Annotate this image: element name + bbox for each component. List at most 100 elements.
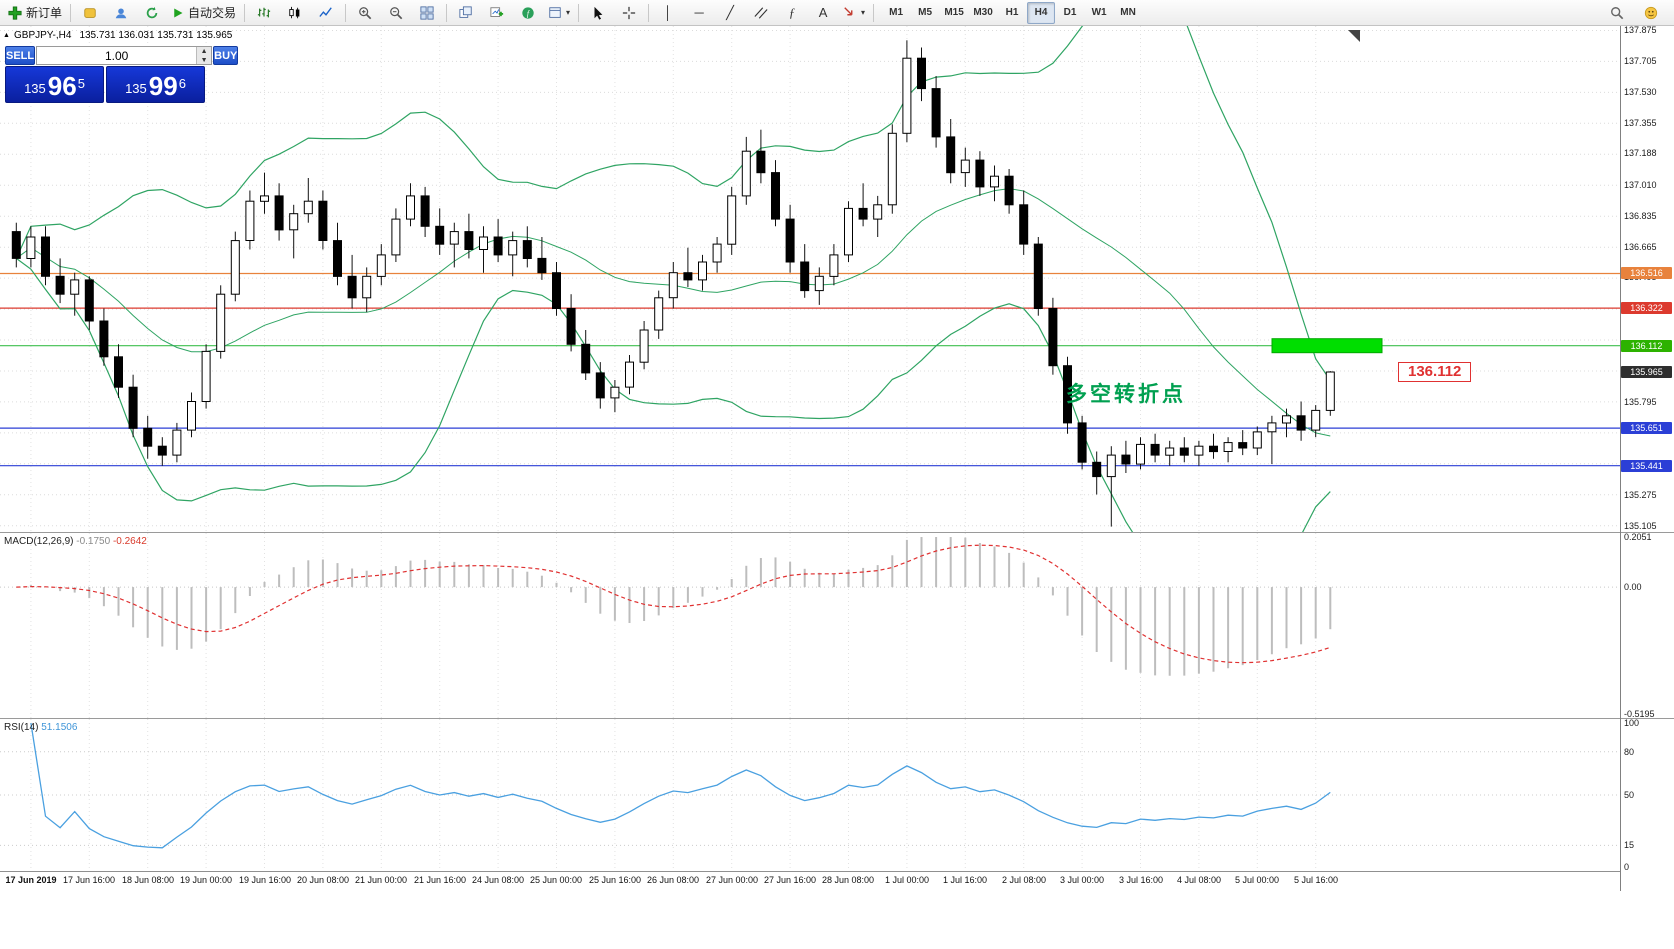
time-label: 3 Jul 16:00 <box>1118 875 1164 885</box>
zoom-out-button[interactable] <box>381 1 411 25</box>
separator <box>70 3 72 22</box>
timeframe-button-m15[interactable]: M15 <box>944 6 964 18</box>
bar-chart-button[interactable] <box>249 1 279 25</box>
timeframe-button-w1[interactable]: W1 <box>1091 6 1107 18</box>
cascade-windows-button[interactable] <box>451 1 481 25</box>
templates-button[interactable]: ▾ <box>544 1 574 25</box>
vertical-line-tool-button[interactable]: │ <box>653 1 683 25</box>
volume-input[interactable] <box>37 47 197 64</box>
timeframe-button-mn[interactable]: MN <box>1120 6 1136 18</box>
buy-button[interactable]: BUY <box>213 46 239 65</box>
candlestick-chart[interactable] <box>0 26 1620 532</box>
stepper-up-icon[interactable]: ▲ <box>200 47 208 55</box>
separator <box>345 3 347 22</box>
price-tag[interactable]: 136.516 <box>1621 267 1672 279</box>
timeframe-button-m5[interactable]: M5 <box>918 6 933 18</box>
candle <box>1063 356 1072 434</box>
indicators-button[interactable]: f <box>513 1 543 25</box>
cursor-tool-button[interactable] <box>583 1 613 25</box>
horizontal-line-icon: ─ <box>694 5 704 20</box>
candle <box>143 415 153 459</box>
text-tool-button[interactable]: A <box>808 1 838 25</box>
highlight-zone[interactable] <box>1271 338 1383 354</box>
candle <box>1223 437 1233 463</box>
candle <box>406 183 415 227</box>
candle <box>508 231 518 277</box>
sell-button[interactable]: SELL <box>5 46 36 65</box>
price-tag[interactable]: 135.651 <box>1621 422 1672 434</box>
candle <box>975 151 985 196</box>
candle <box>464 213 474 259</box>
time-label: 4 Jul 08:00 <box>1176 875 1222 885</box>
price-axis-label: 135.105 <box>1624 521 1657 531</box>
panel-separator[interactable] <box>0 718 1674 719</box>
candle <box>1004 169 1014 214</box>
new-chart-button[interactable] <box>482 1 512 25</box>
candle <box>99 308 109 366</box>
price-tag[interactable]: 136.112 <box>1621 340 1672 352</box>
feedback-button[interactable] <box>1636 1 1666 25</box>
candle <box>917 47 926 102</box>
time-label: 24 Jun 08:00 <box>471 875 525 885</box>
timeframe-button-m30[interactable]: M30 <box>973 6 993 18</box>
buy-price-tile[interactable]: 135 99 6 <box>106 66 205 103</box>
trade-panel-collapse-icon[interactable]: ▲ <box>3 32 10 39</box>
price-callout-label[interactable]: 136.112 <box>1398 362 1472 382</box>
channel-tool-button[interactable] <box>746 1 776 25</box>
candlestick-chart-button[interactable] <box>280 1 310 25</box>
candle <box>844 201 853 262</box>
arrows-tool-button[interactable]: ▾ <box>839 1 869 25</box>
line-chart-button[interactable] <box>311 1 341 25</box>
search-button[interactable] <box>1602 1 1632 25</box>
arrow-icon <box>843 6 857 20</box>
volume-steppers[interactable]: ▲ ▼ <box>196 47 212 64</box>
horizontal-line-tool-button[interactable]: ─ <box>684 1 714 25</box>
chat-icon <box>1644 6 1658 20</box>
candle <box>829 244 839 286</box>
refresh-icon-button[interactable] <box>137 1 167 25</box>
autotrading-button[interactable]: 自动交易 <box>168 1 240 25</box>
crosshair-tool-button[interactable] <box>614 1 644 25</box>
sell-price-tile[interactable]: 135 96 5 <box>5 66 104 103</box>
timeframe-button-m1[interactable]: M1 <box>889 6 904 18</box>
candle <box>289 204 299 259</box>
fibonacci-tool-button[interactable]: ƒ <box>777 1 807 25</box>
indicators-icon: f <box>521 6 535 20</box>
play-icon <box>172 7 184 19</box>
macd-panel[interactable] <box>0 533 1620 718</box>
market-watch-icon-button[interactable] <box>106 1 136 25</box>
time-axis[interactable]: 17 Jun 2019 17 Jun 16:00 18 Jun 08:00 19 Ju… <box>0 871 1620 892</box>
candle <box>931 76 941 148</box>
panel-separator[interactable] <box>0 532 1674 533</box>
candle <box>1048 297 1058 375</box>
candle <box>873 195 883 237</box>
price-tag[interactable]: 135.965 <box>1621 366 1672 378</box>
sell-price-pips: 96 <box>47 71 77 101</box>
candle <box>41 226 50 286</box>
rsi-panel[interactable] <box>0 719 1620 871</box>
sell-price-prefix: 135 <box>24 81 46 96</box>
chart-shift-marker[interactable] <box>1348 30 1360 42</box>
separator <box>873 3 875 22</box>
candlestick-icon <box>288 6 302 20</box>
timeframe-button-h1[interactable]: H1 <box>1005 6 1019 18</box>
zoom-in-icon <box>358 6 372 20</box>
timeframe-button-h4[interactable]: H4 <box>1027 1 1056 24</box>
price-tag[interactable]: 136.322 <box>1621 302 1672 314</box>
tile-windows-button[interactable] <box>412 1 442 25</box>
metaeditor-icon-button[interactable] <box>75 1 105 25</box>
autotrading-label: 自动交易 <box>188 6 237 20</box>
stepper-down-icon[interactable]: ▼ <box>200 56 208 64</box>
candle <box>990 165 999 202</box>
candle <box>11 222 21 268</box>
price-tag[interactable]: 135.441 <box>1621 460 1672 472</box>
trendline-tool-button[interactable]: ╱ <box>715 1 745 25</box>
zoom-in-button[interactable] <box>350 1 380 25</box>
timeframe-button-d1[interactable]: D1 <box>1063 6 1077 18</box>
candle <box>1121 440 1131 473</box>
candle <box>902 40 912 143</box>
new-order-button[interactable]: 新订单 <box>4 1 66 25</box>
price-axis-label: 135.275 <box>1624 490 1657 500</box>
separator <box>578 3 580 22</box>
candle <box>479 226 488 273</box>
